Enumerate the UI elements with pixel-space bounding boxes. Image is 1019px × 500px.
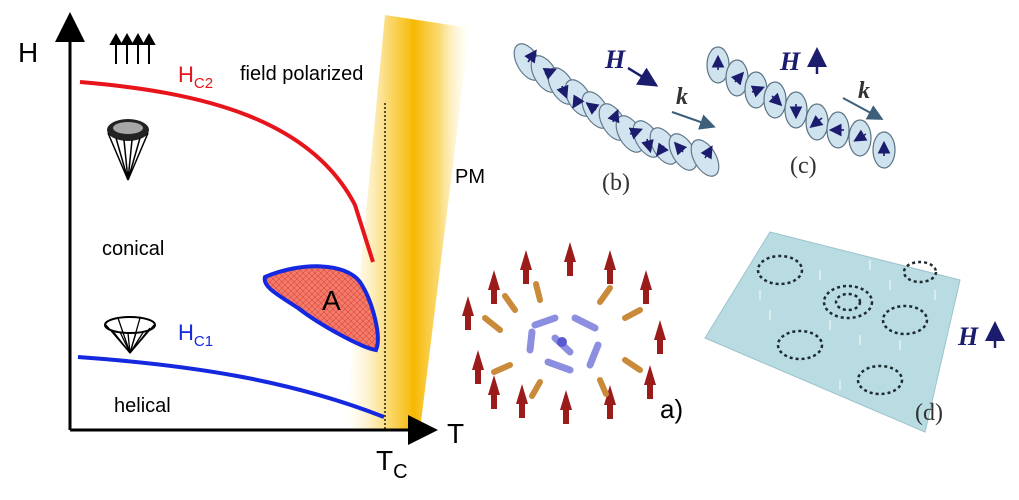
hc1-label: HC1 xyxy=(178,320,213,350)
tc-label: TC xyxy=(376,445,408,483)
panel-b-k-arrow-icon xyxy=(671,111,716,130)
helical-cone-icon xyxy=(104,316,156,354)
panel-c-h-label: H xyxy=(779,47,801,76)
panel-d-skyrmion-lattice xyxy=(704,231,961,433)
panel-b-k-label: k xyxy=(676,84,688,110)
panel-a-skyrmion xyxy=(462,242,666,424)
pm-label: PM xyxy=(455,166,485,188)
helical-label: helical xyxy=(114,395,171,417)
panel-a-label: a) xyxy=(660,394,683,424)
polarized-arrows-icon xyxy=(109,32,156,64)
field-polarized-label: field polarized xyxy=(240,63,363,85)
pm-crossover-band xyxy=(345,15,470,430)
panel-b-h-arrow-icon xyxy=(627,66,659,87)
hc2-label: HC2 xyxy=(178,62,213,92)
x-axis-label: T xyxy=(447,418,464,449)
panel-b-h-label: H xyxy=(604,45,626,74)
a-phase-label: A xyxy=(322,285,341,316)
panel-b-conical-spiral xyxy=(513,43,720,177)
y-axis-label: H xyxy=(18,37,38,68)
panel-d-h-label: H xyxy=(957,322,979,351)
panel-c-label: (c) xyxy=(790,153,817,179)
panel-d-label: (d) xyxy=(915,400,943,426)
panel-c-k-arrow-icon xyxy=(842,97,884,120)
hc2-line xyxy=(79,80,375,263)
conical-label: conical xyxy=(102,238,164,260)
a-phase-region xyxy=(262,264,380,353)
panel-c-k-label: k xyxy=(858,78,870,104)
panel-b-label: (b) xyxy=(602,170,630,196)
conical-cone-icon xyxy=(107,119,149,181)
panel-c-helical-spiral xyxy=(706,46,896,169)
hc1-line xyxy=(77,355,385,419)
